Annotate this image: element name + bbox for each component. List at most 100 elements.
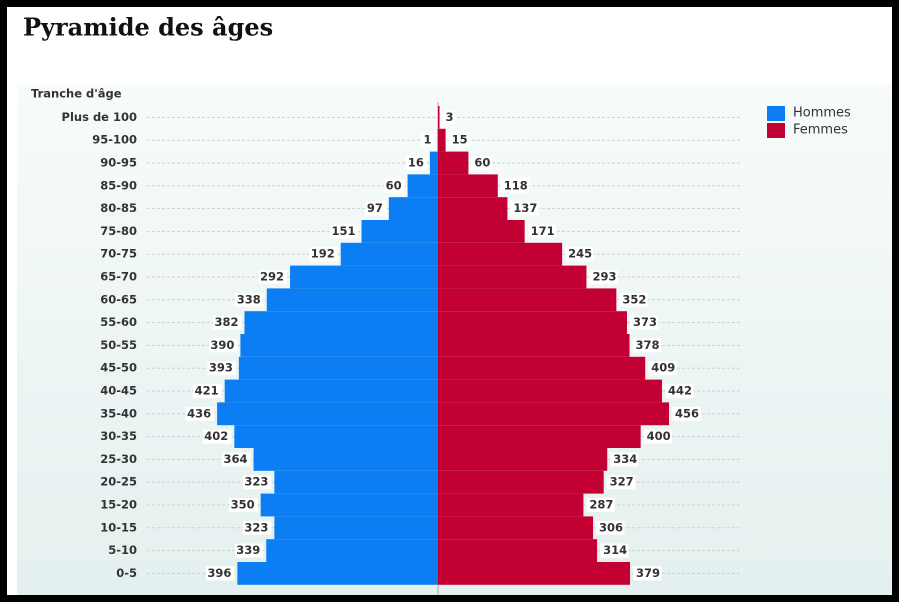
label-background <box>589 270 618 284</box>
legend-swatch <box>767 123 785 138</box>
label-background <box>193 384 222 398</box>
value-label: 3 <box>446 110 454 124</box>
label-background <box>242 520 272 535</box>
label-background <box>619 292 648 307</box>
value-label: 16 <box>408 156 424 170</box>
label-background <box>600 543 629 558</box>
value-label: 396 <box>207 566 231 580</box>
bar <box>438 197 508 220</box>
value-label: 327 <box>610 475 634 489</box>
bar <box>438 562 631 585</box>
value-label: 421 <box>195 384 219 398</box>
label-background <box>664 384 694 398</box>
bar <box>438 288 617 312</box>
bar <box>237 562 438 585</box>
y-tick-label: 25-30 <box>100 452 137 466</box>
value-label: 292 <box>260 270 284 284</box>
y-tick-label: 20-25 <box>100 475 137 489</box>
y-tick-label: 90-95 <box>100 156 137 170</box>
value-label: 245 <box>568 247 592 261</box>
value-label: 393 <box>209 361 233 375</box>
value-label: 60 <box>474 156 490 170</box>
bar <box>238 356 438 380</box>
value-label: 436 <box>187 406 211 420</box>
label-background <box>208 338 238 353</box>
bar <box>438 151 469 175</box>
bar <box>361 220 438 243</box>
y-tick-label: 35-40 <box>100 406 137 420</box>
label-background <box>229 498 258 512</box>
value-label: 323 <box>244 520 268 534</box>
bar <box>437 128 438 152</box>
label-background <box>329 224 359 239</box>
label-background <box>309 247 338 262</box>
y-tick-label: 75-80 <box>100 224 137 238</box>
value-label: 97 <box>367 201 383 215</box>
bar <box>438 516 594 540</box>
y-tick-label: Plus de 100 <box>62 110 137 124</box>
bar <box>438 470 604 494</box>
bar <box>438 242 563 266</box>
bar <box>438 220 525 243</box>
bar <box>274 516 438 540</box>
label-background <box>606 475 636 490</box>
value-label: 442 <box>668 384 692 398</box>
value-label: 118 <box>504 178 528 192</box>
label-background <box>596 520 625 535</box>
value-label: 334 <box>613 452 637 466</box>
value-label: 402 <box>204 429 228 443</box>
value-label: 293 <box>592 270 616 284</box>
value-label: 352 <box>622 292 646 306</box>
y-tick-label: 85-90 <box>100 178 137 192</box>
value-label: 350 <box>231 498 255 512</box>
value-label: 382 <box>214 315 238 329</box>
label-background <box>510 201 539 216</box>
bar <box>340 242 438 266</box>
y-tick-label: 45-50 <box>100 361 137 375</box>
bar <box>438 174 498 198</box>
value-label: 338 <box>237 292 261 306</box>
value-label: 287 <box>589 498 613 512</box>
bar <box>438 379 662 403</box>
bar <box>438 539 598 562</box>
label-background <box>222 452 251 467</box>
value-label: 151 <box>331 224 355 238</box>
y-tick-label: 65-70 <box>100 270 137 284</box>
label-background <box>633 566 662 581</box>
label-background <box>500 178 530 193</box>
label-background <box>527 224 557 239</box>
label-background <box>648 361 677 376</box>
value-label: 60 <box>386 178 402 192</box>
label-background <box>202 429 232 444</box>
y-tick-label: 80-85 <box>100 201 137 215</box>
value-label: 456 <box>675 406 699 420</box>
bar <box>234 425 438 448</box>
label-background <box>242 475 272 490</box>
bar <box>224 379 438 403</box>
bar <box>266 539 438 562</box>
label-background <box>442 110 457 125</box>
label-background <box>258 270 288 284</box>
y-tick-label: 10-15 <box>100 520 137 534</box>
bar <box>438 334 630 357</box>
chart-title: Pyramide des âges <box>23 13 273 42</box>
label-background <box>234 543 264 558</box>
bar <box>253 448 438 471</box>
legend-swatch <box>767 106 785 121</box>
bar <box>429 151 438 175</box>
label-background <box>205 566 235 581</box>
bar <box>274 470 438 494</box>
label-background <box>207 361 236 376</box>
bar <box>407 174 438 198</box>
value-label: 171 <box>531 224 555 238</box>
y-tick-label: 0-5 <box>116 566 137 580</box>
label-background <box>448 133 470 148</box>
legend-label: Hommes <box>793 106 851 121</box>
label-background <box>364 201 386 216</box>
y-tick-label: 50-55 <box>100 338 137 352</box>
value-label: 364 <box>224 452 248 466</box>
label-background <box>586 498 615 512</box>
y-tick-label: 5-10 <box>108 543 137 557</box>
bar <box>438 425 641 448</box>
bar <box>438 356 646 380</box>
